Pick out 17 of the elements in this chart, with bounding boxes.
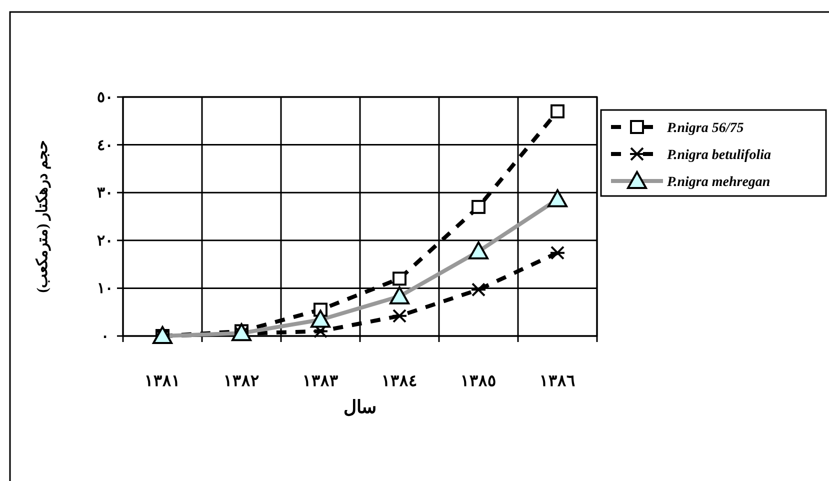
x-tick-label: ١٣٨٣	[302, 373, 338, 390]
y-tick-label: ٤٠	[97, 138, 113, 154]
y-tick-label: ٣٠	[97, 186, 113, 202]
legend-label: P.nigra 56/75	[667, 121, 744, 136]
y-tick-label: ١٠	[97, 281, 113, 298]
x-tick-label: ١٣٨٤	[382, 373, 418, 390]
x-tick-label: ١٣٨٢	[224, 373, 260, 390]
x-axis-title: سال	[344, 397, 376, 417]
legend-label: P.nigra mehregan	[667, 175, 770, 190]
legend-label: P.nigra betulifolia	[667, 148, 771, 163]
x-tick-label: ١٣٨٦	[540, 373, 576, 390]
y-axis-title: حجم درهکتار (مترمکعب)	[35, 140, 51, 293]
y-tick-label: ٠	[101, 329, 109, 345]
y-tick-label: ٢٠	[97, 233, 113, 250]
x-tick-label: ١٣٨١	[144, 373, 180, 390]
x-tick-label: ١٣٨٥	[460, 373, 496, 390]
y-tick-label: ٥٠	[97, 90, 113, 106]
